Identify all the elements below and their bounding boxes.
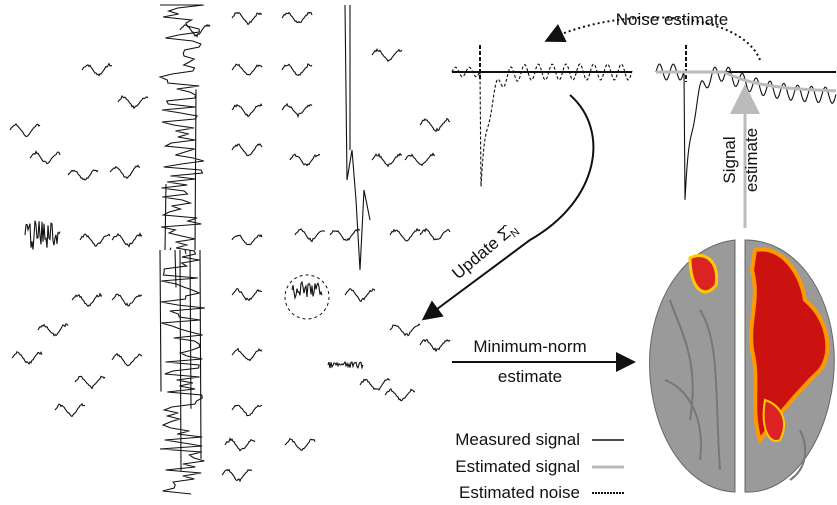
eeg-trace — [290, 154, 320, 165]
eeg-trace — [165, 184, 166, 250]
eeg-trace — [390, 324, 420, 336]
legend: Measured signal Estimated signal Estimat… — [455, 430, 624, 502]
eeg-trace — [420, 340, 450, 352]
eeg-trace — [25, 221, 60, 250]
eeg-trace — [112, 294, 142, 306]
minnorm-label: estimate — [498, 367, 562, 386]
eeg-trace — [30, 152, 60, 164]
noise-panel — [452, 45, 632, 187]
eeg-trace — [372, 154, 402, 167]
eeg-trace — [80, 234, 110, 246]
eeg-trace — [372, 49, 402, 61]
eeg-trace — [232, 349, 262, 361]
eeg-trace — [82, 64, 112, 76]
eeg-trace — [75, 376, 105, 388]
eeg-trace — [118, 96, 148, 108]
legend-label: Estimated signal — [455, 457, 580, 476]
eeg-trace — [390, 229, 420, 241]
eeg-trace — [38, 324, 68, 336]
eeg-trace — [180, 25, 210, 37]
eeg-trace — [385, 389, 415, 401]
eeg-trace — [330, 229, 360, 240]
eeg-trace — [232, 104, 262, 116]
eeg-trace — [232, 289, 262, 301]
legend-label: Measured signal — [455, 430, 580, 449]
eeg-trace — [292, 282, 322, 298]
legend-label: Estimated noise — [459, 483, 580, 502]
update-arrow — [425, 95, 593, 318]
eeg-trace — [285, 439, 315, 451]
eeg-trace — [200, 250, 201, 459]
brain — [650, 240, 835, 492]
signal-label: Signal estimate — [720, 128, 761, 192]
eeg-trace — [222, 470, 252, 482]
eeg-trace — [110, 166, 140, 179]
eeg-trace — [55, 404, 85, 417]
noise-label: Noise estimate — [616, 10, 728, 29]
eeg-trace — [232, 64, 262, 75]
eeg-trace — [232, 405, 262, 415]
eeg-trace — [232, 144, 262, 156]
eeg-trace — [190, 250, 191, 409]
eeg-trace — [112, 354, 142, 366]
eeg-trace — [72, 294, 102, 307]
eeg-trace — [405, 154, 435, 166]
eeg-trace — [420, 119, 450, 132]
eeg-trace — [420, 229, 450, 240]
update-label: Update Σ̂N — [448, 218, 522, 285]
artifact-channel — [345, 5, 370, 270]
noisy-channel — [160, 5, 205, 494]
eeg-trace — [112, 234, 142, 247]
eeg-trace — [225, 439, 255, 451]
eeg-trace — [12, 352, 42, 364]
eeg-trace — [328, 362, 363, 368]
eeg-trace — [175, 250, 176, 287]
eeg-trace — [282, 104, 312, 117]
eeg-traces — [10, 5, 450, 494]
eeg-trace — [170, 248, 171, 250]
eeg-trace — [360, 379, 390, 390]
eeg-trace — [185, 250, 186, 254]
eeg-trace — [345, 289, 375, 302]
eeg-trace — [232, 13, 262, 25]
eeg-trace — [10, 124, 40, 136]
eeg-trace — [295, 229, 325, 242]
eeg-trace — [160, 250, 161, 392]
minnorm-label: Minimum-norm — [473, 337, 586, 356]
eeg-trace — [232, 235, 262, 245]
eeg-trace — [68, 170, 98, 180]
figure: Noise estimate Signal estimate Update Σ̂… — [0, 0, 837, 505]
eeg-trace — [282, 12, 312, 22]
eeg-trace — [282, 64, 312, 75]
svg-text:estimate: estimate — [742, 128, 761, 192]
svg-text:Signal: Signal — [720, 136, 739, 183]
